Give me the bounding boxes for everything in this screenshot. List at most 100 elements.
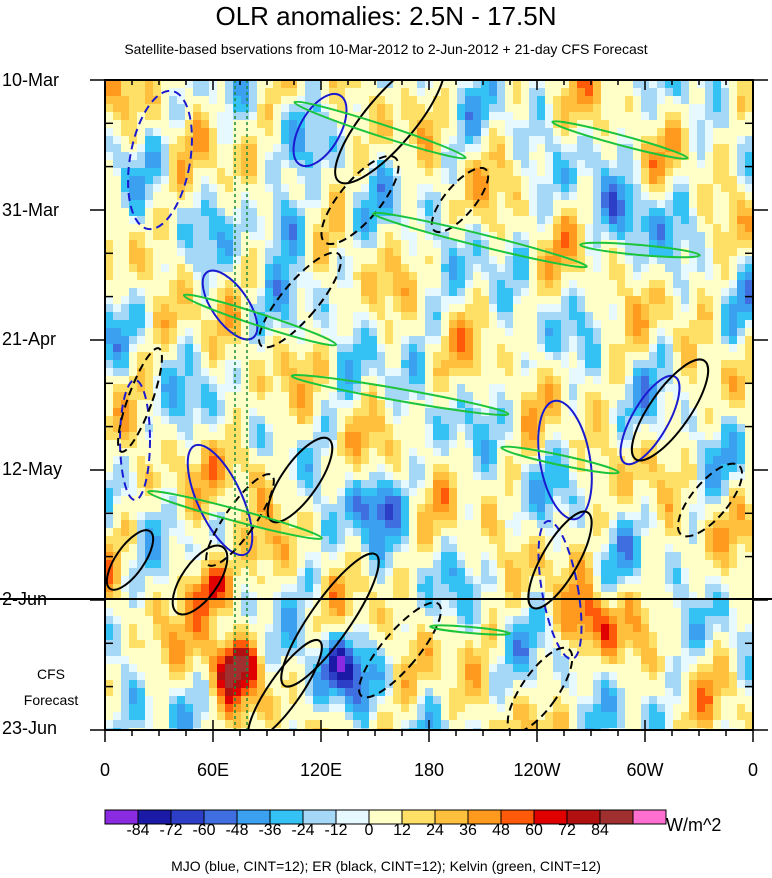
olr-cell [625, 128, 634, 137]
olr-cell [625, 272, 634, 281]
olr-cell [209, 480, 218, 489]
olr-cell [609, 416, 618, 425]
olr-cell [145, 504, 154, 513]
olr-cell [553, 144, 562, 153]
olr-cell [217, 424, 226, 433]
olr-cell [193, 160, 202, 169]
olr-cell [681, 304, 690, 313]
olr-cell [577, 136, 586, 145]
olr-cell [233, 304, 242, 313]
olr-cell [377, 336, 386, 345]
olr-cell [617, 88, 626, 97]
olr-cell [201, 200, 210, 209]
olr-cell [489, 288, 498, 297]
olr-cell [193, 144, 202, 153]
olr-cell [377, 104, 386, 113]
olr-cell [545, 192, 554, 201]
olr-cell [353, 568, 362, 577]
olr-cell [561, 528, 570, 537]
olr-cell [369, 120, 378, 129]
olr-cell [329, 552, 338, 561]
olr-cell [257, 328, 266, 337]
olr-cell [505, 264, 514, 273]
olr-cell [657, 168, 666, 177]
olr-cell [217, 496, 226, 505]
olr-cell [217, 384, 226, 393]
olr-cell [281, 280, 290, 289]
olr-cell [209, 432, 218, 441]
olr-cell [409, 544, 418, 553]
olr-cell [257, 336, 266, 345]
olr-cell [177, 528, 186, 537]
olr-cell [281, 176, 290, 185]
olr-cell [729, 208, 738, 217]
olr-cell [609, 424, 618, 433]
olr-cell [121, 120, 130, 129]
olr-cell [137, 152, 146, 161]
olr-cell [241, 312, 250, 321]
olr-cell [649, 512, 658, 521]
olr-cell [545, 504, 554, 513]
olr-cell [593, 184, 602, 193]
olr-cell [433, 432, 442, 441]
olr-cell [209, 96, 218, 105]
olr-cell [345, 224, 354, 233]
olr-cell [473, 264, 482, 273]
olr-cell [633, 200, 642, 209]
olr-cell [217, 280, 226, 289]
olr-cell [177, 288, 186, 297]
olr-cell [241, 424, 250, 433]
olr-cell [545, 216, 554, 225]
olr-cell [529, 488, 538, 497]
olr-cell [713, 120, 722, 129]
olr-cell [121, 224, 130, 233]
olr-cell [369, 464, 378, 473]
olr-cell [721, 96, 730, 105]
olr-cell [513, 104, 522, 113]
olr-cell [185, 168, 194, 177]
olr-cell [625, 328, 634, 337]
olr-cell [737, 520, 746, 529]
olr-cell [153, 440, 162, 449]
olr-cell [257, 240, 266, 249]
olr-cell [513, 512, 522, 521]
olr-cell [505, 520, 514, 529]
olr-cell [121, 248, 130, 257]
olr-cell [201, 152, 210, 161]
olr-cell [329, 208, 338, 217]
olr-cell [257, 288, 266, 297]
olr-cell [233, 424, 242, 433]
olr-cell [313, 344, 322, 353]
olr-cell [321, 120, 330, 129]
olr-cell [625, 360, 634, 369]
olr-cell [185, 256, 194, 265]
olr-cell [329, 536, 338, 545]
olr-cell [417, 424, 426, 433]
olr-cell [297, 304, 306, 313]
olr-cell [361, 224, 370, 233]
olr-cell [745, 128, 753, 137]
olr-cell [401, 408, 410, 417]
olr-cell [473, 392, 482, 401]
olr-cell [745, 376, 753, 385]
olr-cell [217, 568, 226, 577]
olr-cell [457, 520, 466, 529]
olr-cell [345, 488, 354, 497]
olr-cell [257, 304, 266, 313]
olr-cell [177, 376, 186, 385]
olr-cell [721, 328, 730, 337]
olr-cell [241, 464, 250, 473]
olr-cell [673, 544, 682, 553]
olr-cell [217, 232, 226, 241]
olr-cell [641, 96, 650, 105]
olr-cell [305, 568, 314, 577]
olr-cell [721, 288, 730, 297]
olr-cell [697, 256, 706, 265]
olr-cell [393, 368, 402, 377]
olr-cell [545, 144, 554, 153]
olr-cell [617, 504, 626, 513]
olr-cell [329, 496, 338, 505]
olr-cell [673, 120, 682, 129]
olr-cell [329, 144, 338, 153]
olr-cell [697, 400, 706, 409]
